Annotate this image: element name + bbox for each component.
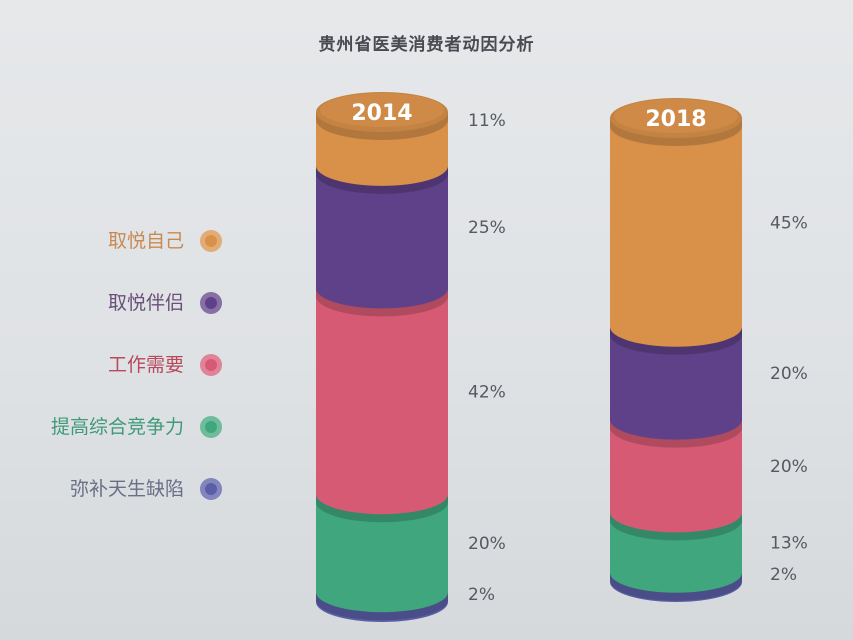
value-label: 13% bbox=[770, 534, 808, 554]
cylinder-segment bbox=[610, 118, 742, 347]
cylinder-segment bbox=[316, 288, 448, 515]
cylinder-segment bbox=[316, 165, 448, 309]
value-label: 20% bbox=[468, 534, 506, 554]
legend-dot bbox=[200, 416, 222, 438]
legend-dot bbox=[200, 230, 222, 252]
legend-item: 取悦自己 bbox=[0, 222, 230, 284]
value-label: 11% bbox=[468, 111, 506, 131]
legend-dot bbox=[200, 292, 222, 314]
chart-title: 贵州省医美消费者动因分析 bbox=[318, 35, 535, 55]
legend-item: 弥补天生缺陷 bbox=[0, 470, 230, 532]
value-label: 25% bbox=[468, 218, 506, 238]
legend-item: 工作需要 bbox=[0, 346, 230, 408]
cylinder-segment bbox=[610, 326, 742, 440]
value-label: 20% bbox=[770, 457, 808, 477]
legend-dot bbox=[200, 354, 222, 376]
cylinder-top-highlight bbox=[614, 99, 738, 133]
value-label: 45% bbox=[770, 213, 808, 233]
cylinder-top-highlight bbox=[320, 93, 444, 127]
value-label: 2% bbox=[770, 565, 797, 585]
legend-dot bbox=[200, 478, 222, 500]
value-label: 20% bbox=[770, 364, 808, 384]
legend-item: 取悦伴侣 bbox=[0, 284, 230, 346]
year-label: 2014 bbox=[351, 101, 412, 126]
legend-item: 提高综合竞争力 bbox=[0, 408, 230, 470]
legend-label: 弥补天生缺陷 bbox=[69, 478, 184, 500]
year-label: 2018 bbox=[645, 107, 706, 132]
cylinder-segment bbox=[610, 419, 742, 533]
cylinder-segment bbox=[316, 494, 448, 613]
legend-label: 取悦自己 bbox=[107, 230, 184, 252]
legend-label: 取悦伴侣 bbox=[107, 292, 184, 314]
legend-label: 工作需要 bbox=[107, 354, 184, 376]
legend: 取悦自己取悦伴侣工作需要提高综合竞争力弥补天生缺陷 bbox=[0, 222, 230, 532]
value-label: 2% bbox=[468, 585, 495, 605]
value-label: 42% bbox=[468, 382, 506, 402]
legend-label: 提高综合竞争力 bbox=[50, 416, 184, 438]
